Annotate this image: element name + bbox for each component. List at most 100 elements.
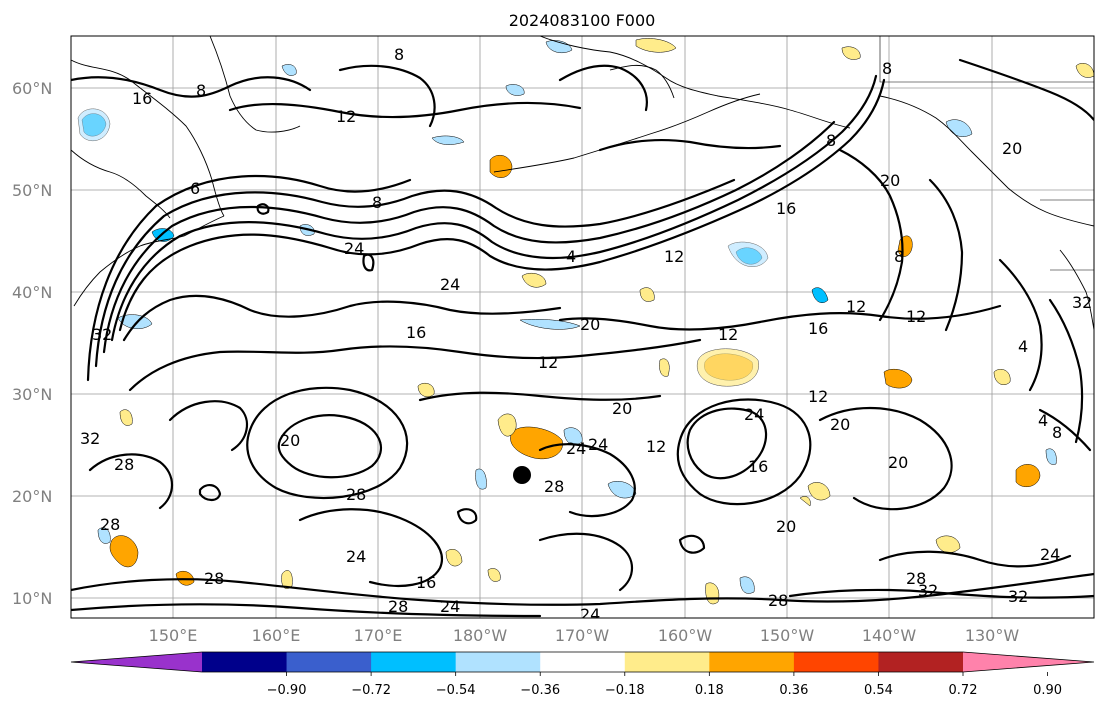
colorbar-bin	[793, 652, 879, 672]
svg-text:8: 8	[882, 59, 892, 78]
svg-text:24: 24	[566, 439, 586, 458]
svg-text:12: 12	[718, 325, 738, 344]
contour-labels: 16 8 12 8 8 6 24 24 4 12 16 8 20 20 8 16…	[80, 45, 1092, 624]
svg-text:8: 8	[826, 131, 836, 150]
svg-text:32: 32	[80, 429, 100, 448]
contours	[71, 58, 1094, 618]
storm-center-marker	[513, 466, 531, 484]
colorbar-tick-label: 0.90	[1033, 683, 1062, 698]
colorbar-bin	[709, 652, 795, 672]
svg-text:28: 28	[768, 591, 788, 610]
lat-label: 10°N	[12, 589, 52, 608]
svg-text:24: 24	[440, 275, 460, 294]
svg-text:16: 16	[406, 323, 426, 342]
svg-text:28: 28	[906, 569, 926, 588]
colorbar: −0.90 −0.72 −0.54 −0.36 −0.18 0.18 0.36 0.54 0.7…	[70, 651, 1095, 698]
lon-label: 160°W	[658, 626, 713, 645]
colorbar-tick-label: 0.18	[695, 683, 724, 698]
svg-text:24: 24	[440, 597, 460, 616]
svg-text:32: 32	[1072, 293, 1092, 312]
colorbar-tick-label: −0.54	[436, 683, 476, 698]
svg-text:28: 28	[544, 477, 564, 496]
svg-text:28: 28	[346, 485, 366, 504]
svg-text:24: 24	[588, 435, 608, 454]
lon-label: 180°W	[453, 626, 508, 645]
map-title: 2024083100 F000	[509, 11, 656, 30]
svg-text:4: 4	[566, 247, 576, 266]
svg-text:8: 8	[894, 247, 904, 266]
colorbar-tick-label: −0.72	[351, 683, 391, 698]
svg-text:24: 24	[580, 605, 600, 624]
latitude-labels: 60°N 50°N 40°N 30°N 20°N 10°N	[12, 79, 52, 608]
colorbar-extend-high	[963, 652, 1094, 672]
colorbar-tick-label: −0.36	[520, 683, 560, 698]
lat-label: 60°N	[12, 79, 52, 98]
svg-text:20: 20	[880, 171, 900, 190]
colorbar-tick-label: 0.36	[779, 683, 808, 698]
svg-text:24: 24	[1040, 545, 1060, 564]
lat-label: 30°N	[12, 385, 52, 404]
svg-text:32: 32	[918, 581, 938, 600]
svg-text:6: 6	[190, 179, 200, 198]
lat-label: 50°N	[12, 181, 52, 200]
svg-text:8: 8	[1052, 423, 1062, 442]
svg-text:12: 12	[906, 307, 926, 326]
colorbar-bin	[202, 652, 288, 672]
svg-text:24: 24	[744, 405, 764, 424]
svg-text:20: 20	[280, 431, 300, 450]
colorbar-bin	[878, 652, 964, 672]
svg-text:16: 16	[132, 89, 152, 108]
svg-text:16: 16	[416, 573, 436, 592]
colorbar-bin	[286, 652, 372, 672]
lon-label: 140°W	[862, 626, 917, 645]
svg-text:28: 28	[388, 597, 408, 616]
svg-text:12: 12	[664, 247, 684, 266]
svg-text:28: 28	[204, 569, 224, 588]
svg-text:24: 24	[344, 239, 364, 258]
lon-label: 170°E	[354, 626, 403, 645]
svg-text:32: 32	[1008, 587, 1028, 606]
svg-text:24: 24	[346, 547, 366, 566]
svg-text:20: 20	[580, 315, 600, 334]
svg-text:16: 16	[808, 319, 828, 338]
svg-text:4: 4	[1018, 337, 1028, 356]
svg-text:12: 12	[538, 353, 558, 372]
svg-text:12: 12	[808, 387, 828, 406]
longitude-labels: 150°E 160°E 170°E 180°W 170°W 160°W 150°…	[149, 626, 1020, 645]
lon-label: 160°E	[252, 626, 301, 645]
svg-text:12: 12	[336, 107, 356, 126]
svg-text:20: 20	[830, 415, 850, 434]
svg-text:16: 16	[748, 457, 768, 476]
colorbar-outline	[70, 651, 1095, 673]
svg-text:4: 4	[1038, 411, 1048, 430]
lon-label: 130°W	[965, 626, 1020, 645]
svg-text:20: 20	[612, 399, 632, 418]
colorbar-bin	[624, 652, 710, 672]
colorbar-tick-label: −0.18	[605, 683, 645, 698]
colorbar-tick-label: 0.54	[864, 683, 893, 698]
svg-text:12: 12	[846, 297, 866, 316]
svg-text:8: 8	[372, 193, 382, 212]
svg-text:8: 8	[394, 45, 404, 64]
lon-label: 150°E	[149, 626, 198, 645]
lat-label: 40°N	[12, 283, 52, 302]
colorbar-bin	[371, 652, 457, 672]
lon-label: 170°W	[555, 626, 610, 645]
lon-label: 150°W	[760, 626, 815, 645]
colorbar-tick-label: 0.72	[949, 683, 978, 698]
svg-text:32: 32	[92, 325, 112, 344]
svg-text:20: 20	[888, 453, 908, 472]
colorbar-bin	[455, 652, 541, 672]
svg-text:8: 8	[196, 81, 206, 100]
map-panel: 16 8 12 8 8 6 24 24 4 12 16 8 20 20 8 16…	[70, 35, 1095, 624]
colorbar-extend-low	[71, 652, 202, 672]
lat-label: 20°N	[12, 487, 52, 506]
svg-text:28: 28	[114, 455, 134, 474]
graticule	[71, 36, 1094, 618]
svg-text:16: 16	[776, 199, 796, 218]
svg-text:20: 20	[776, 517, 796, 536]
svg-text:20: 20	[1002, 139, 1022, 158]
colorbar-tick-label: −0.90	[267, 683, 307, 698]
svg-text:28: 28	[100, 515, 120, 534]
